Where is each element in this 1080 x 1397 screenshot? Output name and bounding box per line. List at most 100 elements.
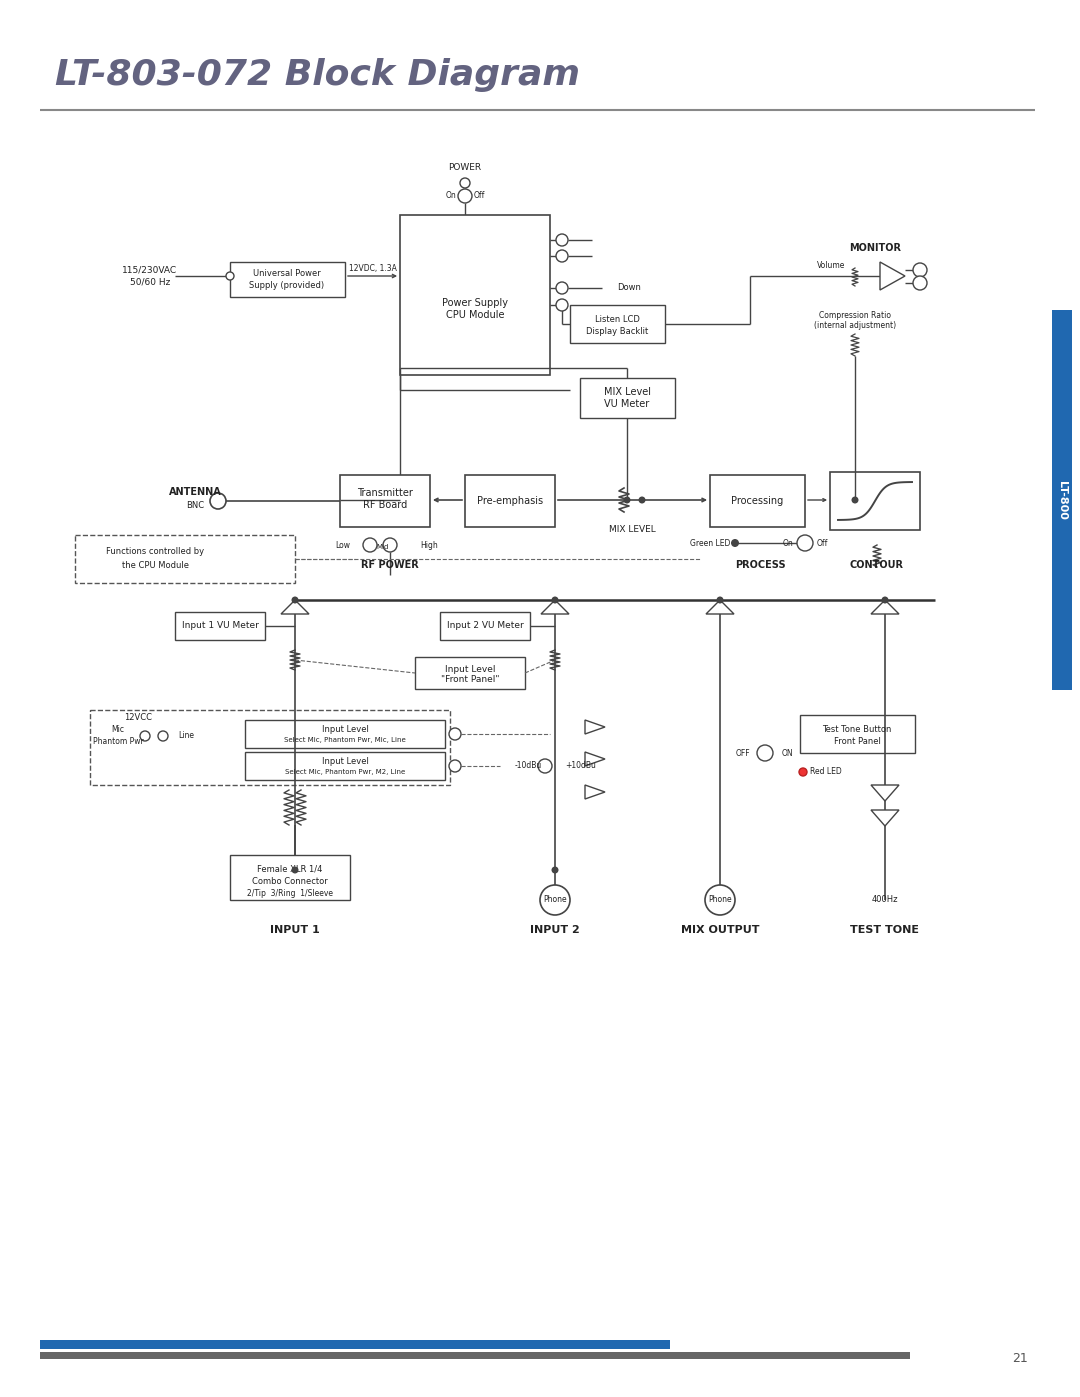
Polygon shape xyxy=(870,810,899,826)
Text: 400Hz: 400Hz xyxy=(872,895,899,904)
Circle shape xyxy=(757,745,773,761)
Text: Input 2 VU Meter: Input 2 VU Meter xyxy=(447,622,524,630)
Text: Off: Off xyxy=(473,191,485,201)
Circle shape xyxy=(363,538,377,552)
Text: MIX OUTPUT: MIX OUTPUT xyxy=(680,925,759,935)
Text: Volume: Volume xyxy=(816,260,845,270)
Text: the CPU Module: the CPU Module xyxy=(121,560,189,570)
Circle shape xyxy=(552,597,558,604)
Bar xyxy=(580,379,675,418)
Text: Phone: Phone xyxy=(543,895,567,904)
Text: Test Tone Button: Test Tone Button xyxy=(822,725,892,735)
Circle shape xyxy=(538,759,552,773)
Polygon shape xyxy=(706,599,734,615)
Text: LT-800: LT-800 xyxy=(1057,481,1067,520)
Text: RF POWER: RF POWER xyxy=(361,560,419,570)
Text: "Front Panel": "Front Panel" xyxy=(441,675,499,683)
Text: ANTENNA: ANTENNA xyxy=(168,488,221,497)
Circle shape xyxy=(158,731,168,740)
Circle shape xyxy=(383,538,397,552)
Bar xyxy=(40,1352,910,1359)
Text: Down: Down xyxy=(617,284,640,292)
Circle shape xyxy=(638,496,646,503)
Circle shape xyxy=(458,189,472,203)
Polygon shape xyxy=(870,785,899,800)
Text: INPUT 1: INPUT 1 xyxy=(270,925,320,935)
Text: Input Level: Input Level xyxy=(322,725,368,735)
Text: Functions controlled by: Functions controlled by xyxy=(106,548,204,556)
Circle shape xyxy=(449,760,461,773)
Text: Off: Off xyxy=(816,538,828,548)
Circle shape xyxy=(292,597,298,604)
Text: Red LED: Red LED xyxy=(810,767,841,777)
Bar xyxy=(831,472,920,529)
Circle shape xyxy=(881,597,889,604)
Circle shape xyxy=(851,496,859,503)
Circle shape xyxy=(540,886,570,915)
Bar xyxy=(710,475,805,527)
Text: (internal adjustment): (internal adjustment) xyxy=(814,320,896,330)
Text: MONITOR: MONITOR xyxy=(849,243,901,253)
Polygon shape xyxy=(585,752,605,766)
Bar xyxy=(40,1340,670,1350)
Text: +10dBu: +10dBu xyxy=(565,761,596,771)
Bar xyxy=(800,715,915,753)
Polygon shape xyxy=(281,599,309,615)
Text: Processing: Processing xyxy=(731,496,783,506)
Bar xyxy=(90,710,450,785)
Bar xyxy=(230,855,350,900)
Circle shape xyxy=(556,250,568,263)
Bar xyxy=(75,535,295,583)
Circle shape xyxy=(556,282,568,293)
Circle shape xyxy=(292,866,298,873)
Text: Select Mic, Phantom Pwr, M2, Line: Select Mic, Phantom Pwr, M2, Line xyxy=(285,768,405,775)
Text: Front Panel: Front Panel xyxy=(834,738,880,746)
Polygon shape xyxy=(880,263,905,291)
Circle shape xyxy=(623,496,631,503)
Bar xyxy=(440,612,530,640)
Text: Low: Low xyxy=(335,541,350,549)
Bar xyxy=(245,719,445,747)
Bar xyxy=(570,305,665,344)
Text: Display Backlit: Display Backlit xyxy=(585,327,648,335)
Bar xyxy=(400,215,550,374)
Text: Select Mic, Phantom Pwr, Mic, Line: Select Mic, Phantom Pwr, Mic, Line xyxy=(284,738,406,743)
Text: RF Board: RF Board xyxy=(363,500,407,510)
Text: Transmitter: Transmitter xyxy=(357,488,413,497)
Text: Input 1 VU Meter: Input 1 VU Meter xyxy=(181,622,258,630)
Polygon shape xyxy=(585,785,605,799)
Bar xyxy=(415,657,525,689)
Text: Mic: Mic xyxy=(111,725,124,735)
Text: BNC: BNC xyxy=(186,500,204,510)
Circle shape xyxy=(460,177,470,189)
Text: CPU Module: CPU Module xyxy=(446,310,504,320)
Text: Female XLR 1/4: Female XLR 1/4 xyxy=(257,865,323,873)
Text: Input Level: Input Level xyxy=(445,665,496,673)
Text: Supply (provided): Supply (provided) xyxy=(249,282,325,291)
Text: On: On xyxy=(446,191,457,201)
Text: MIX LEVEL: MIX LEVEL xyxy=(609,525,656,535)
Text: LT-803-072 Block Diagram: LT-803-072 Block Diagram xyxy=(55,59,580,92)
Bar xyxy=(465,475,555,527)
Text: -10dBu: -10dBu xyxy=(515,761,542,771)
Text: CONTOUR: CONTOUR xyxy=(850,560,904,570)
Text: High: High xyxy=(420,541,437,549)
Circle shape xyxy=(731,539,739,548)
Text: 2/Tip  3/Ring  1/Sleeve: 2/Tip 3/Ring 1/Sleeve xyxy=(247,888,333,897)
Circle shape xyxy=(449,728,461,740)
Text: Green LED: Green LED xyxy=(690,538,730,548)
Text: VU Meter: VU Meter xyxy=(605,400,650,409)
Circle shape xyxy=(140,731,150,740)
Bar xyxy=(230,263,345,298)
Text: Listen LCD: Listen LCD xyxy=(595,314,639,324)
Text: 12VCC: 12VCC xyxy=(124,714,152,722)
Text: Mid: Mid xyxy=(377,543,389,550)
Text: Line: Line xyxy=(178,732,194,740)
Circle shape xyxy=(705,886,735,915)
Text: INPUT 2: INPUT 2 xyxy=(530,925,580,935)
Bar xyxy=(1052,310,1072,690)
Circle shape xyxy=(913,277,927,291)
Circle shape xyxy=(552,866,558,873)
Text: 115/230VAC: 115/230VAC xyxy=(122,265,177,274)
Text: Phone: Phone xyxy=(708,895,732,904)
